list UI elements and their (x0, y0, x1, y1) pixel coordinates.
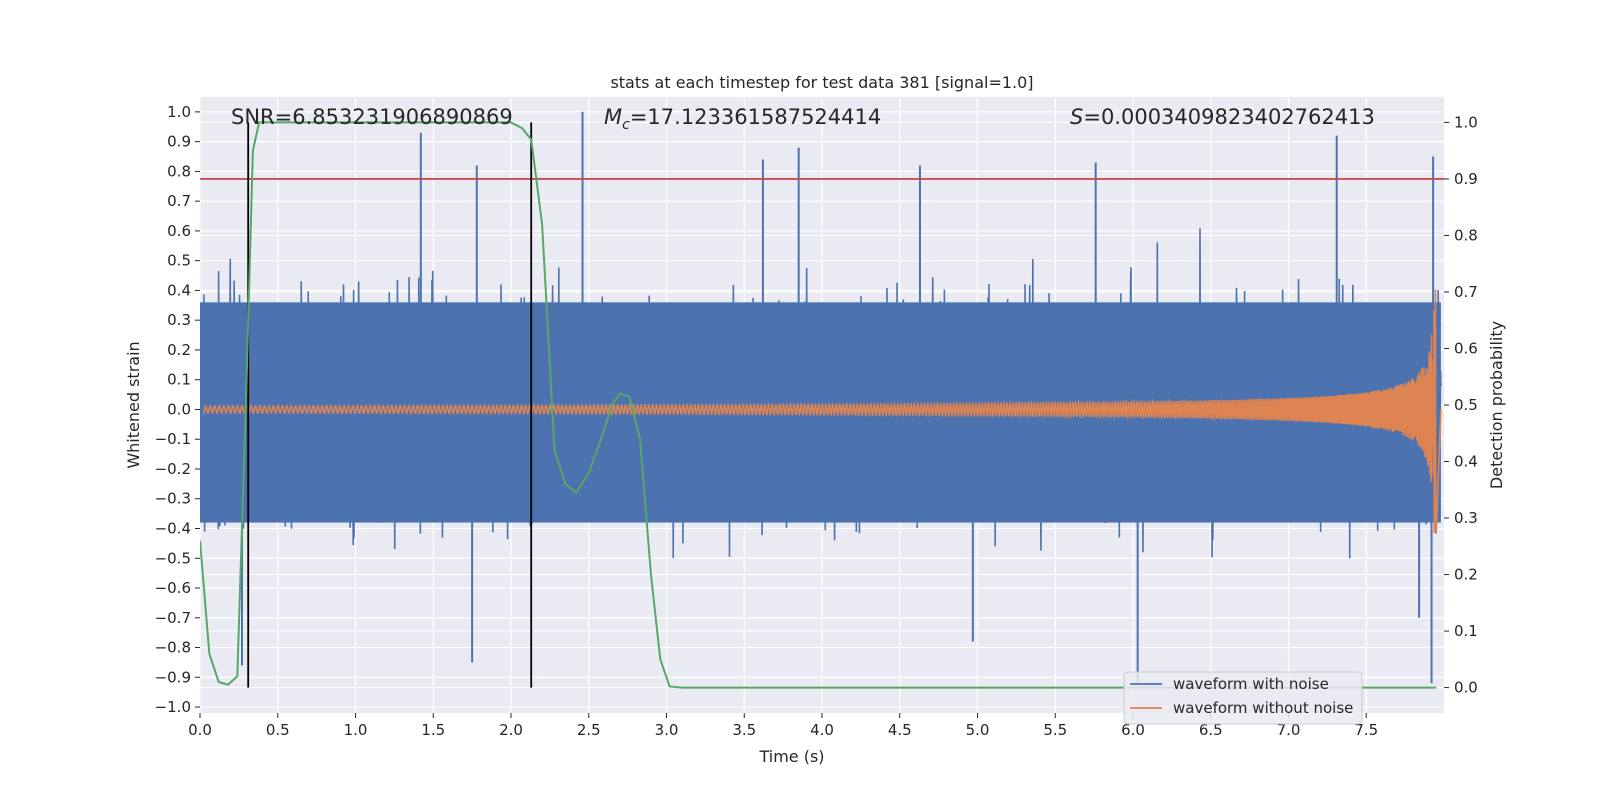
chirp-mass-subscript: c (622, 117, 630, 133)
x-tick-label: 5.0 (966, 721, 990, 739)
y2-tick-label: 0.7 (1454, 283, 1478, 301)
y2-tick-label: 0.1 (1454, 622, 1478, 640)
y-axis-ticks: −1.0 −0.9 −0.8 −0.7 −0.6 −0.5 −0.4 −0.3 −0.2 −0.1… (155, 103, 200, 716)
s-annotation: S=0.0003409823402762413 (1070, 105, 1375, 129)
y2-tick-label: 0.8 (1454, 226, 1478, 244)
x-tick-label: 2.0 (499, 721, 523, 739)
y2-axis-ticks: 0.0 0.1 0.2 0.3 0.4 0.5 0.6 0.7 0.8 0.9 1.0 (1444, 113, 1478, 697)
y2-tick-label: 1.0 (1454, 113, 1478, 131)
y-tick-label: −0.3 (155, 490, 191, 508)
s-value: =0.0003409823402762413 (1083, 105, 1375, 129)
y-tick-label: 0.2 (167, 341, 191, 359)
series-detection-probability (200, 121, 1437, 689)
x-tick-label: 5.5 (1043, 721, 1067, 739)
y2-tick-label: 0.4 (1454, 453, 1478, 471)
series-waveform-without-noise (202, 289, 1442, 534)
y-tick-label: −1.0 (155, 698, 191, 716)
x-axis-ticks: 0.0 0.5 1.0 1.5 2.0 2.5 3.0 3.5 4.0 4.5 5.0 5.5 6.0 6… (188, 713, 1378, 739)
x-axis-label: Time (s) (758, 747, 824, 766)
y2-axis-label: Detection probability (1487, 321, 1506, 489)
y2-tick-label: 0.3 (1454, 509, 1478, 527)
overlay (200, 122, 1444, 688)
y-tick-label: −0.2 (155, 460, 191, 478)
x-tick-label: 3.5 (732, 721, 756, 739)
x-tick-label: 4.5 (888, 721, 912, 739)
y-tick-label: −0.9 (155, 668, 191, 686)
y-tick-label: 0.3 (167, 311, 191, 329)
chirp-mass-value: =17.123361587524414 (630, 105, 881, 129)
y-tick-label: 0.6 (167, 222, 191, 240)
x-tick-label: 7.5 (1354, 721, 1378, 739)
legend-box (1123, 671, 1363, 725)
probability-trace (200, 121, 1437, 689)
signal-trace (202, 289, 1442, 534)
y2-tick-label: 0.5 (1454, 396, 1478, 414)
x-tick-label: 0.5 (266, 721, 290, 739)
y-tick-label: 0.5 (167, 252, 191, 270)
y-tick-label: 0.4 (167, 281, 191, 299)
x-tick-label: 1.0 (344, 721, 368, 739)
x-tick-label: 1.5 (421, 721, 445, 739)
y-tick-label: 0.8 (167, 162, 191, 180)
y-tick-label: −0.6 (155, 579, 191, 597)
y-tick-label: −0.4 (155, 519, 191, 537)
x-tick-label: 4.0 (810, 721, 834, 739)
y-axis-label: Whitened strain (124, 341, 143, 468)
y2-tick-label: 0.6 (1454, 339, 1478, 357)
x-tick-label: 7.0 (1277, 721, 1301, 739)
x-tick-label: 6.5 (1199, 721, 1223, 739)
y2-tick-label: 0.9 (1454, 170, 1478, 188)
y-tick-label: −0.8 (155, 639, 191, 657)
y-tick-label: 0.0 (167, 400, 191, 418)
x-tick-label: 2.5 (577, 721, 601, 739)
legend-label-signal: waveform without noise (1173, 699, 1353, 717)
s-symbol: S (1070, 105, 1083, 129)
x-tick-label: 0.0 (188, 721, 212, 739)
chirp-mass-symbol: M (604, 105, 622, 129)
x-tick-label: 6.0 (1121, 721, 1145, 739)
snr-annotation: SNR=6.853231906890869 (231, 105, 513, 129)
x-tick-label: 3.0 (655, 721, 679, 739)
chart-title: stats at each timestep for test data 381… (610, 73, 1033, 92)
y-tick-label: 0.9 (167, 133, 191, 151)
y-tick-label: 0.1 (167, 371, 191, 389)
y-tick-label: −0.5 (155, 549, 191, 567)
legend-label-noise: waveform with noise (1173, 675, 1329, 693)
legend: waveform with noise waveform without noi… (1123, 671, 1363, 725)
chirp-mass-annotation: Mc=17.123361587524414 (604, 105, 881, 133)
y2-tick-label: 0.2 (1454, 566, 1478, 584)
y-tick-label: −0.7 (155, 609, 191, 627)
y-tick-label: −0.1 (155, 430, 191, 448)
y-tick-label: 1.0 (167, 103, 191, 121)
y2-tick-label: 0.0 (1454, 679, 1478, 697)
y-tick-label: 0.7 (167, 192, 191, 210)
